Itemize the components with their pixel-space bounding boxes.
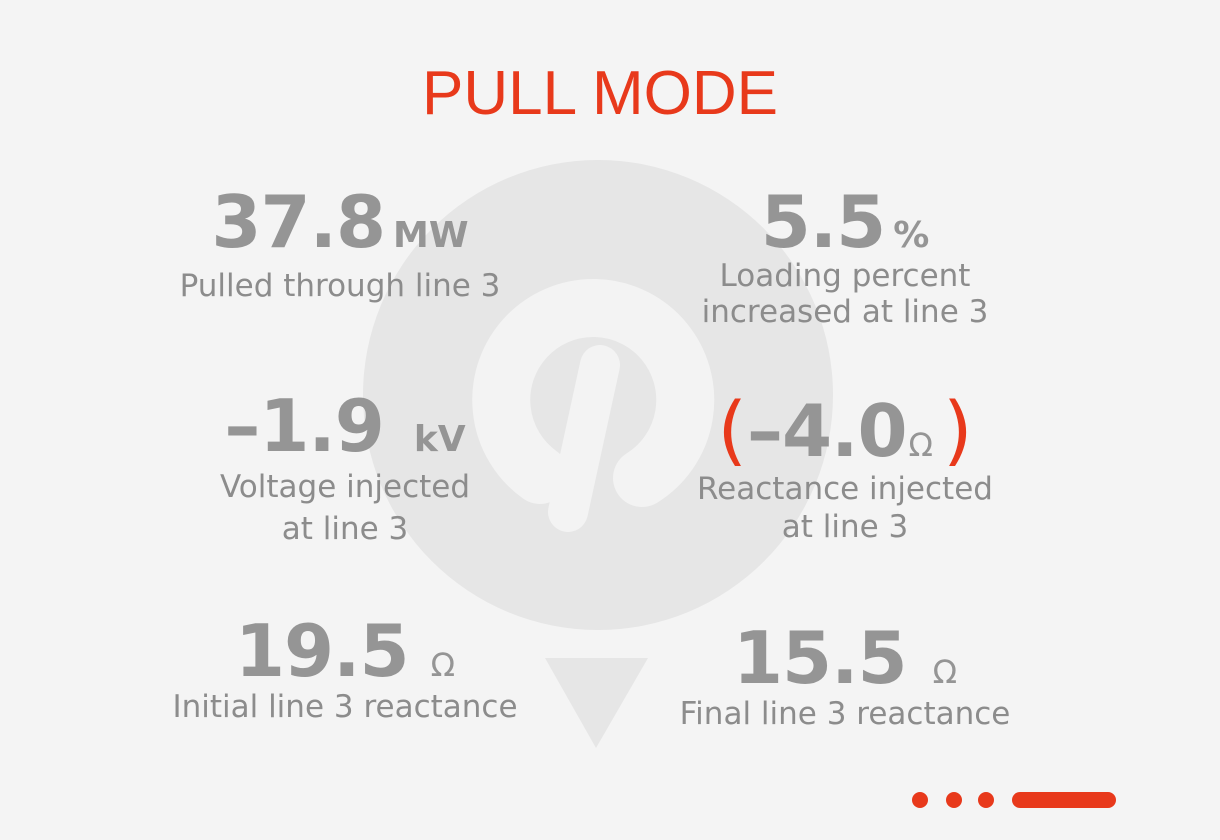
stat-unit: kV <box>413 419 466 460</box>
stat-label: Final line 3 reactance <box>640 696 1050 732</box>
stat-label-line: at line 3 <box>281 511 409 547</box>
stat-label-line: at line 3 <box>781 509 909 545</box>
stat-label-line: Final line 3 reactance <box>679 696 1011 732</box>
stat-label-line: increased at line 3 <box>701 294 989 330</box>
stat-value: –1.9 <box>224 384 385 468</box>
stat-label-line: Reactance injected <box>697 471 993 507</box>
stat-unit: Ω <box>908 426 933 464</box>
stat-value: 5.5 <box>760 180 887 264</box>
open-paren: ( <box>717 385 747 474</box>
stat-value: 19.5 <box>234 609 410 693</box>
stat-reactance-injected: (–4.0Ω) Reactance injected at line 3 <box>645 392 1045 546</box>
stat-label: Initial line 3 reactance <box>130 689 560 725</box>
stat-label: Pulled through line 3 <box>140 268 540 304</box>
stat-label: Loading percent increased at line 3 <box>655 258 1035 330</box>
stat-value-row: –1.9 kV <box>160 390 530 462</box>
stat-initial-reactance: 19.5 Ω Initial line 3 reactance <box>130 615 560 725</box>
stat-label-line: Initial line 3 reactance <box>172 689 518 725</box>
stat-label: Reactance injected at line 3 <box>645 470 1045 546</box>
stat-voltage-injected: –1.9 kV Voltage injected at line 3 <box>160 390 530 550</box>
stat-loading-percent: 5.5% Loading percent increased at line 3 <box>655 186 1035 330</box>
stat-value-row: 15.5 Ω <box>640 622 1050 694</box>
stat-label-line: Loading percent <box>719 258 971 294</box>
stat-label: Voltage injected at line 3 <box>160 466 530 550</box>
pager-dot-active[interactable] <box>1012 792 1116 808</box>
stat-value: –4.0 <box>747 389 908 473</box>
pager-dot[interactable] <box>946 792 962 808</box>
stat-value-row: 37.8 MW <box>140 186 540 258</box>
stat-value-row: 19.5 Ω <box>130 615 560 687</box>
stat-value-row: (–4.0Ω) <box>645 392 1045 468</box>
close-paren: ) <box>943 385 973 474</box>
stat-label-line: Voltage injected <box>219 469 471 505</box>
stat-value: 37.8 <box>211 180 386 264</box>
pager-dot[interactable] <box>978 792 994 808</box>
stat-unit: % <box>893 215 930 256</box>
page-title: PULL MODE <box>421 59 778 128</box>
stat-power-pulled: 37.8 MW Pulled through line 3 <box>140 186 540 304</box>
pager-dot[interactable] <box>912 792 928 808</box>
stat-label-line: Pulled through line 3 <box>179 268 501 304</box>
stat-value: 15.5 <box>732 616 908 700</box>
stat-unit: Ω <box>430 646 456 684</box>
stat-unit: Ω <box>932 653 958 691</box>
stat-value-row: 5.5% <box>655 186 1035 258</box>
stat-unit: MW <box>393 215 469 256</box>
stat-final-reactance: 15.5 Ω Final line 3 reactance <box>640 622 1050 732</box>
